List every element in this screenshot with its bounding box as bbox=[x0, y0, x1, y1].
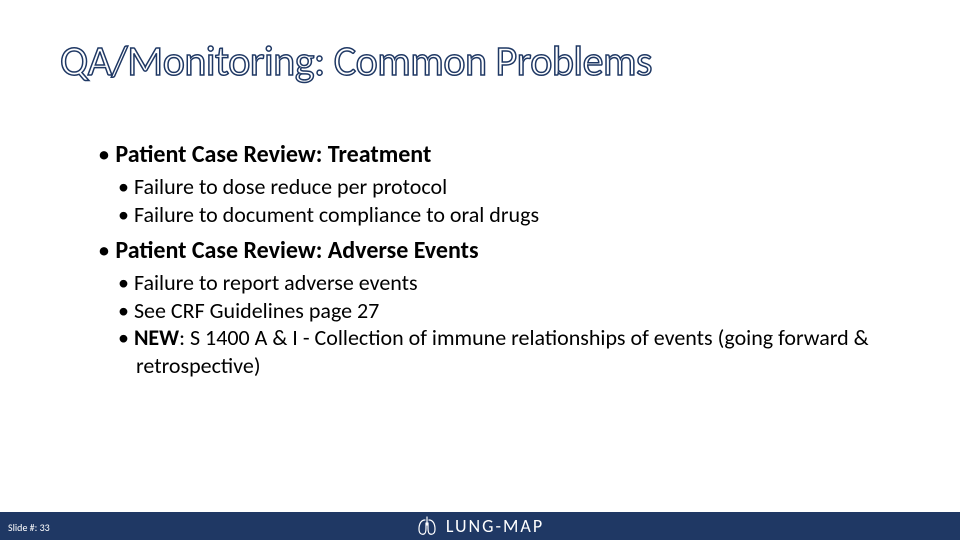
list-item: See CRF Guidelines page 27 bbox=[118, 297, 900, 325]
list-item-text: : S 1400 A & I - Collection of immune re… bbox=[136, 324, 869, 379]
lungs-icon bbox=[416, 516, 438, 536]
content-area: Patient Case Review: Treatment Failure t… bbox=[98, 138, 900, 379]
section-heading: Patient Case Review: Treatment bbox=[98, 140, 900, 169]
slide-title: QA/Monitoring: Common Problems bbox=[60, 36, 652, 87]
spacer bbox=[98, 228, 900, 234]
slide: QA/Monitoring: Common Problems Patient C… bbox=[0, 0, 960, 540]
slide-number: Slide #: 33 bbox=[8, 521, 50, 534]
list-item: Failure to document compliance to oral d… bbox=[118, 201, 900, 229]
list-item: NEW: S 1400 A & I - Collection of immune… bbox=[118, 324, 900, 379]
section-heading: Patient Case Review: Adverse Events bbox=[98, 236, 900, 265]
list-item: Failure to report adverse events bbox=[118, 269, 900, 297]
logo-text: LUNG-MAP bbox=[446, 515, 544, 537]
footer-logo: LUNG-MAP bbox=[416, 515, 544, 537]
footer-bar: Slide #: 33 LUNG-MAP bbox=[0, 512, 960, 540]
list-item-lead: NEW bbox=[134, 324, 179, 351]
list-item: Failure to dose reduce per protocol bbox=[118, 173, 900, 201]
